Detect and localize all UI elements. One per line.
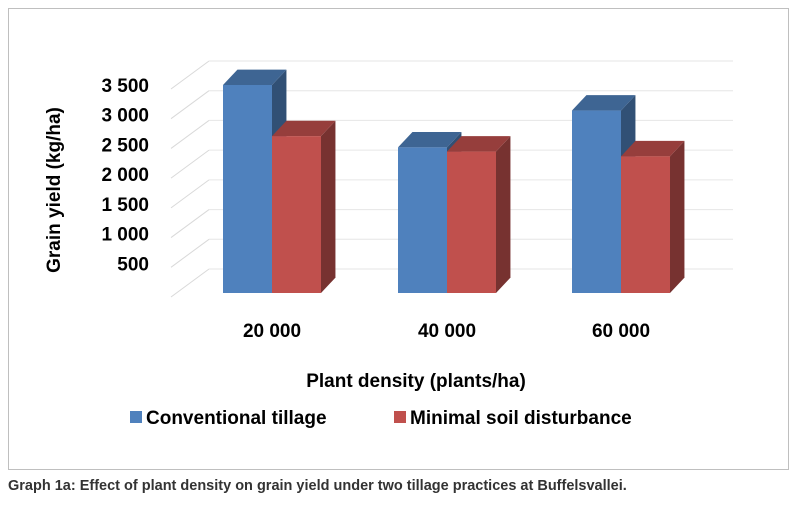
y-tick-label: 3 000	[101, 106, 149, 127]
legend-swatch	[394, 411, 406, 423]
gridline-diag	[170, 60, 210, 90]
x-axis-label: Plant density (plants/ha)	[306, 371, 526, 392]
gridline-diag	[170, 90, 210, 120]
gridline-diag	[170, 120, 210, 149]
gridline-diag	[170, 149, 210, 179]
y-tick-label: 1 500	[101, 195, 149, 216]
y-axis-label: Grain yield (kg/ha)	[44, 107, 65, 273]
bar-minimal-1	[447, 136, 511, 293]
bar-minimal-0	[272, 120, 336, 293]
x-tick-label: 40 000	[418, 321, 476, 342]
y-tick-label: 3 500	[101, 76, 149, 97]
y-tick-label: 1 000	[101, 225, 149, 246]
x-tick-label: 60 000	[592, 321, 650, 342]
gridline-diag	[170, 179, 210, 209]
bar-minimal-2	[621, 140, 685, 293]
gridline-diag	[170, 268, 210, 298]
figure-caption: Graph 1a: Effect of plant density on gra…	[8, 478, 627, 494]
y-tick-label: 500	[117, 254, 149, 275]
legend-label: Conventional tillage	[146, 408, 327, 429]
y-tick-label: 2 500	[101, 135, 149, 156]
legend: Conventional tillage Minimal soil disturb…	[130, 408, 632, 429]
legend-swatch	[130, 411, 142, 423]
gridline-diag	[170, 209, 210, 238]
x-tick-label: 20 000	[243, 321, 301, 342]
y-tick-label: 2 000	[101, 165, 149, 186]
legend-item-minimal: Minimal soil disturbance	[394, 408, 632, 429]
legend-label: Minimal soil disturbance	[410, 408, 632, 429]
gridline-diag	[170, 238, 210, 268]
grain-yield-chart: 500 1 000 1 500 2 000 2 500 3 000 3 500 20 000…	[44, 60, 733, 429]
legend-item-conventional: Conventional tillage	[130, 408, 327, 429]
